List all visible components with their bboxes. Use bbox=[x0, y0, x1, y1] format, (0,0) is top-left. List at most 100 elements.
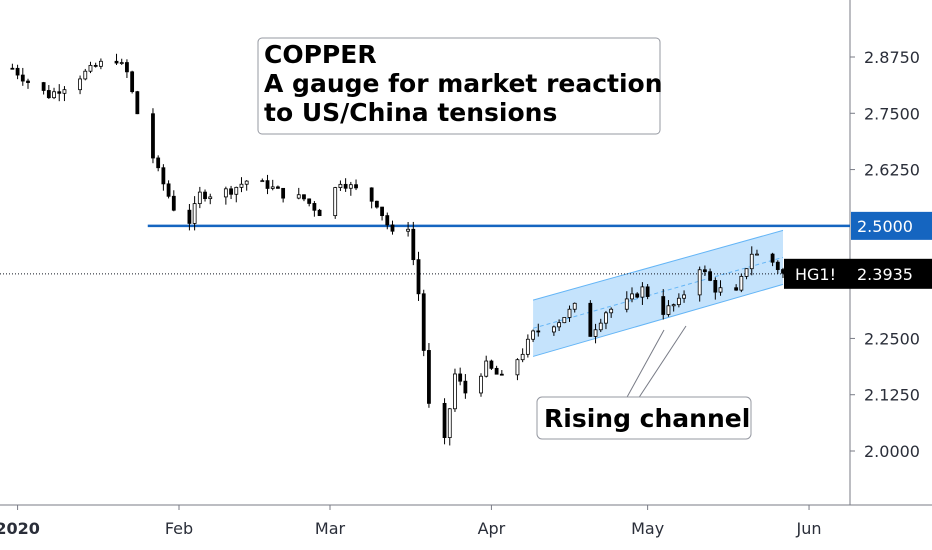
candle-body bbox=[239, 183, 244, 188]
candle bbox=[151, 108, 155, 164]
candle bbox=[197, 186, 202, 209]
candle-body bbox=[62, 89, 67, 94]
candle-body bbox=[734, 287, 739, 291]
candle bbox=[494, 365, 499, 375]
candle-body bbox=[635, 293, 640, 298]
candle bbox=[385, 212, 390, 230]
candle-body bbox=[567, 308, 572, 318]
candle bbox=[515, 358, 520, 381]
candle bbox=[697, 266, 702, 302]
candle-body bbox=[453, 373, 457, 410]
candle-body bbox=[307, 198, 312, 204]
candle-body bbox=[166, 183, 171, 197]
candle-body bbox=[46, 90, 51, 99]
candle-body bbox=[369, 187, 374, 202]
candle-body bbox=[749, 253, 754, 270]
candle bbox=[161, 164, 166, 191]
candle bbox=[192, 196, 197, 231]
candle-body bbox=[427, 350, 431, 404]
candle-body bbox=[270, 186, 275, 189]
symbol-tag-background bbox=[784, 258, 932, 289]
candle bbox=[312, 201, 317, 217]
candle bbox=[671, 303, 676, 312]
time-axis: 2020 Feb Mar Apr May Jun bbox=[0, 505, 822, 538]
candle bbox=[640, 282, 645, 305]
candle-body bbox=[57, 91, 62, 94]
candle bbox=[41, 81, 46, 95]
title-line-2: A gauge for market reaction bbox=[264, 69, 663, 98]
candle bbox=[562, 317, 567, 324]
title-line-3: to US/China tensions bbox=[264, 98, 557, 127]
candle bbox=[645, 284, 650, 300]
candle-body bbox=[276, 186, 280, 189]
candle bbox=[572, 302, 577, 313]
candle bbox=[333, 186, 338, 219]
candle bbox=[265, 174, 270, 195]
candle-body bbox=[609, 308, 614, 314]
candle bbox=[98, 58, 103, 70]
callout-pointer-1 bbox=[625, 329, 665, 400]
candle bbox=[26, 78, 30, 89]
candle bbox=[531, 329, 535, 343]
candle-body bbox=[494, 367, 499, 375]
candle bbox=[130, 70, 135, 94]
candle-body bbox=[447, 408, 452, 438]
level-price-tag: 2.5000 bbox=[851, 211, 932, 240]
candle-body bbox=[697, 269, 702, 296]
candle bbox=[676, 293, 681, 308]
candle bbox=[604, 310, 608, 330]
callout-box bbox=[536, 396, 752, 440]
candle bbox=[46, 85, 51, 99]
candle-body bbox=[151, 113, 155, 159]
candle-body bbox=[161, 167, 166, 185]
candle-body bbox=[739, 275, 744, 291]
title-line-1: COPPER bbox=[264, 40, 377, 69]
x-tick-label: 2020 bbox=[0, 519, 40, 538]
candle bbox=[702, 265, 707, 276]
candle bbox=[744, 268, 749, 280]
candle bbox=[317, 208, 322, 217]
candle-body bbox=[10, 67, 15, 70]
candle-body bbox=[713, 280, 718, 293]
candle-body bbox=[171, 195, 176, 211]
candle-body bbox=[119, 62, 124, 64]
candle-body bbox=[15, 67, 20, 76]
candle bbox=[479, 373, 483, 397]
candle bbox=[411, 221, 416, 266]
candle-body bbox=[83, 70, 88, 80]
candle-body bbox=[479, 375, 483, 394]
candle-body bbox=[411, 228, 416, 261]
candle-body bbox=[317, 209, 322, 217]
candle-body bbox=[442, 402, 447, 438]
candle bbox=[88, 61, 93, 74]
candle-body bbox=[630, 293, 634, 300]
candle bbox=[244, 180, 249, 191]
candle bbox=[390, 220, 395, 235]
candle bbox=[369, 187, 374, 209]
candle-body bbox=[708, 271, 713, 281]
price-candles bbox=[10, 53, 785, 446]
candle bbox=[78, 75, 82, 95]
candle-body bbox=[520, 353, 525, 361]
candle-body bbox=[348, 184, 353, 189]
candle bbox=[20, 67, 25, 86]
candle-body bbox=[484, 360, 489, 377]
channel-upper-bound bbox=[532, 229, 784, 301]
candle bbox=[755, 249, 759, 256]
candle bbox=[666, 300, 671, 317]
price-axis: 2.8750 2.7500 2.6250 2.2500 2.1250 2.0000 bbox=[850, 48, 920, 461]
candle bbox=[708, 268, 713, 282]
y-tick-label: 2.6250 bbox=[864, 161, 920, 180]
candle bbox=[598, 318, 603, 333]
candle bbox=[281, 187, 286, 203]
candle-body bbox=[755, 253, 759, 256]
candle bbox=[223, 186, 228, 205]
candle-body bbox=[343, 183, 348, 189]
candle-body bbox=[515, 359, 520, 376]
candle-body bbox=[744, 268, 749, 277]
candle bbox=[239, 177, 244, 193]
candle-body bbox=[682, 294, 686, 299]
candle bbox=[380, 206, 384, 221]
candle bbox=[499, 370, 504, 376]
candle-body bbox=[333, 187, 338, 217]
